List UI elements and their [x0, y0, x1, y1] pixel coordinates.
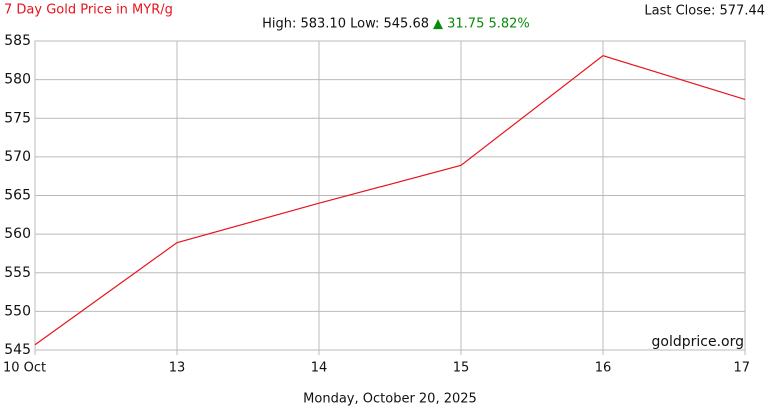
- x-tick-label: 13: [169, 361, 186, 376]
- y-tick-label: 555: [4, 265, 31, 281]
- x-tick-label: 17: [733, 361, 750, 376]
- price-line: [34, 55, 746, 346]
- y-tick-label: 565: [4, 188, 31, 204]
- last-close: Last Close: 577.44: [644, 4, 765, 19]
- x-tick-label: 10 Oct: [3, 361, 46, 376]
- y-tick-label: 550: [4, 303, 31, 319]
- y-tick-label: 570: [4, 149, 31, 165]
- y-tick-label: 545: [4, 342, 31, 358]
- high-low: High: 583.10 Low: 545.68: [262, 17, 429, 32]
- chart-title: 7 Day Gold Price in MYR/g: [4, 3, 173, 18]
- y-tick-label: 585: [4, 33, 31, 49]
- y-tick-label: 575: [4, 110, 31, 126]
- price-change: ▲ 31.75 5.82%: [433, 17, 530, 32]
- watermark: goldprice.org: [652, 334, 744, 350]
- x-axis-label: Monday, October 20, 2025: [303, 392, 477, 407]
- x-tick-label: 15: [453, 361, 470, 376]
- y-tick-label: 560: [4, 226, 31, 242]
- y-tick-label: 580: [4, 72, 31, 88]
- x-tick-label: 14: [311, 361, 328, 376]
- x-tick-label: 16: [595, 361, 612, 376]
